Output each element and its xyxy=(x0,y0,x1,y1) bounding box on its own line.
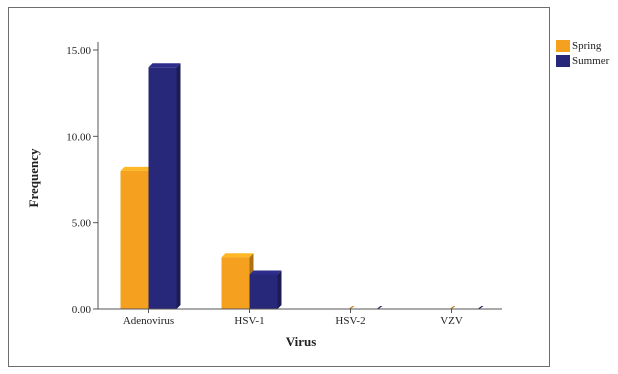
bar-spring-vzv xyxy=(449,306,456,309)
y-tick-label: 0.00 xyxy=(72,304,92,316)
y-tick-label: 5.00 xyxy=(72,218,92,230)
y-axis-title: Frequency xyxy=(26,148,41,207)
x-tick-label: Adenovirus xyxy=(123,315,174,327)
x-tick-label: VZV xyxy=(440,315,463,327)
y-tick-label: 15.00 xyxy=(66,45,91,57)
x-tick-label: HSV-1 xyxy=(234,315,264,327)
x-tick-label: HSV-2 xyxy=(335,315,365,327)
bar-spring-hsv-1 xyxy=(221,253,254,309)
legend-swatch-spring xyxy=(556,40,570,52)
legend-swatch-summer xyxy=(556,55,570,67)
bar-summer-hsv-2 xyxy=(376,306,383,309)
bar-summer-vzv xyxy=(477,306,484,309)
legend-item-summer: Summer xyxy=(556,54,618,68)
bar-spring-hsv-2 xyxy=(348,306,355,309)
legend-label-summer: Summer xyxy=(572,55,610,67)
legend: Spring Summer xyxy=(556,39,618,79)
x-axis-title: Virus xyxy=(286,334,317,349)
bar-summer-adenovirus xyxy=(148,63,181,310)
y-tick-label: 10.00 xyxy=(66,131,91,143)
legend-item-spring: Spring xyxy=(556,39,618,53)
bar-summer-hsv-1 xyxy=(249,270,282,309)
legend-label-spring: Spring xyxy=(572,40,602,52)
bar-spring-adenovirus xyxy=(120,166,153,309)
